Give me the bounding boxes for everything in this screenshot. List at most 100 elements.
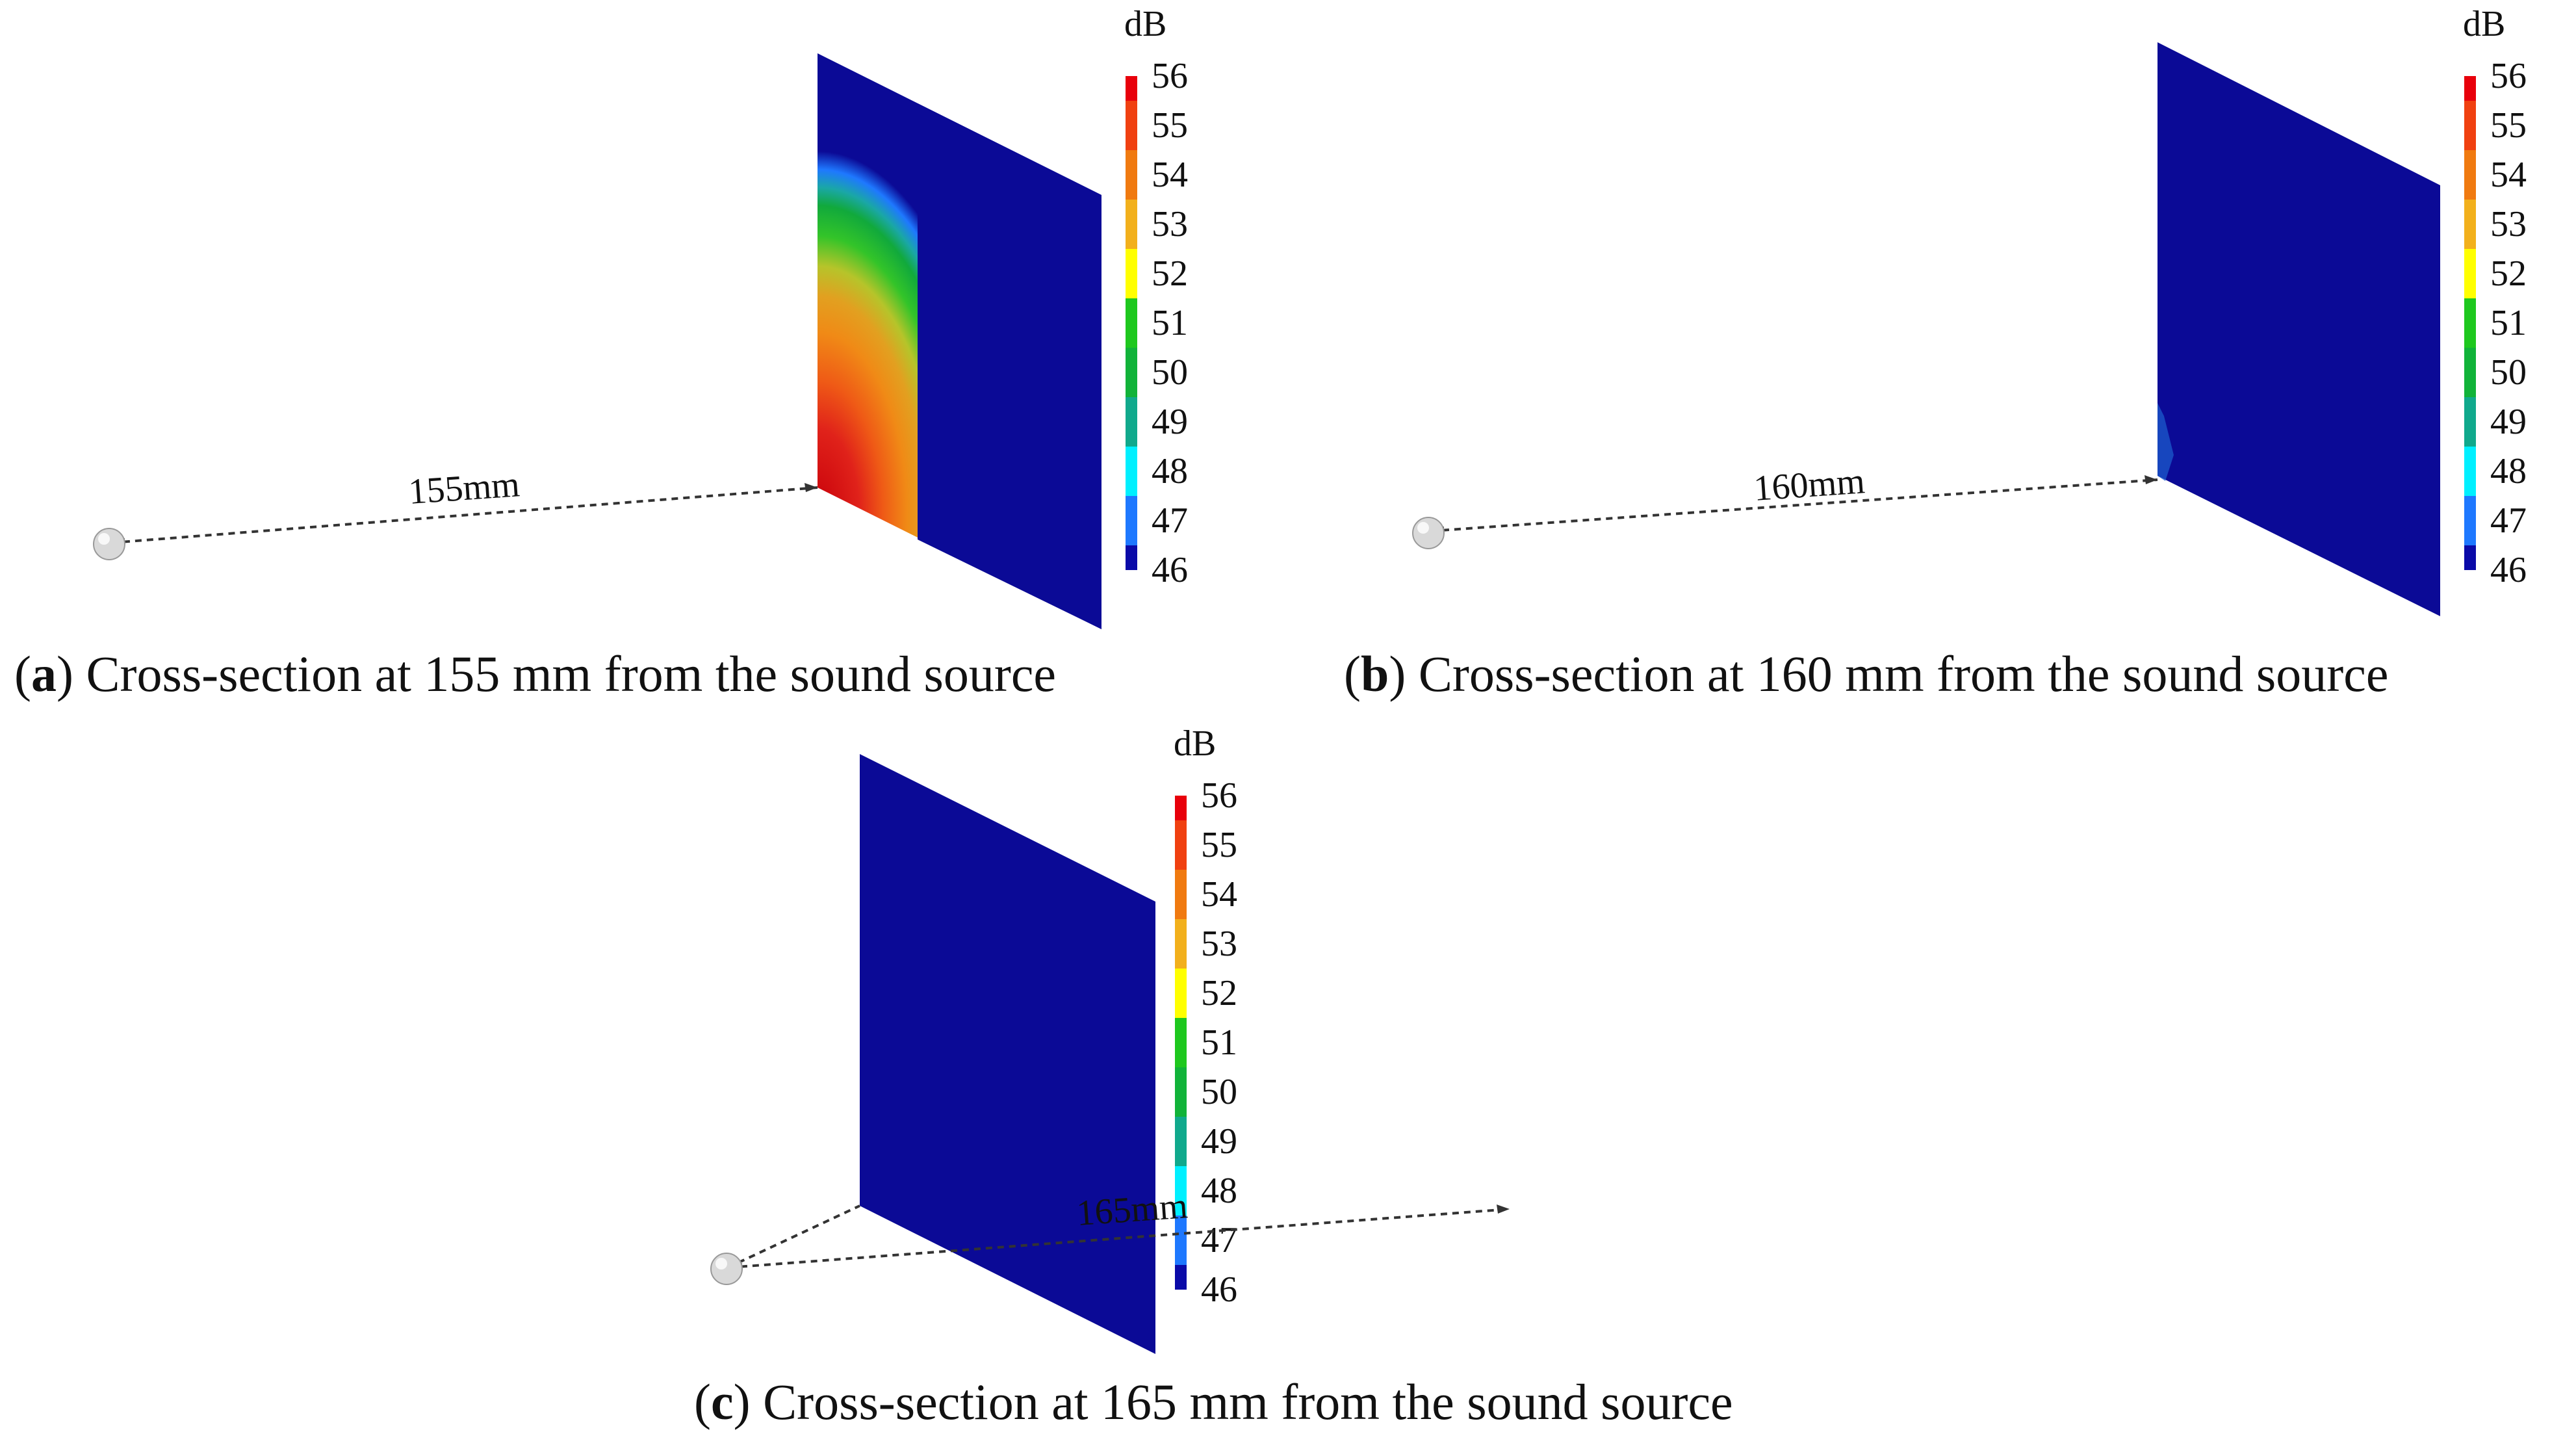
- cross-section-blue-region-a: [918, 103, 1101, 629]
- sphere-highlight-a: [98, 533, 110, 545]
- caption-letter-a: a: [31, 645, 57, 702]
- arrowhead-c2: [1497, 1204, 1510, 1214]
- colorbar-tick-label-c: 52: [1201, 973, 1237, 1013]
- distance-label-b: 160mm: [1753, 461, 1866, 509]
- sphere-highlight-b: [1417, 522, 1429, 534]
- distance-label-c: 165mm: [1075, 1186, 1189, 1234]
- cross-section-plane-c: [860, 754, 1155, 1354]
- colorbar-swatch-a: [1126, 545, 1137, 570]
- distance-line-a: [111, 486, 818, 544]
- cross-section-plane-b: [2157, 42, 2440, 616]
- colorbar-swatch-c: [1175, 919, 1187, 969]
- colorbar-swatch-a: [1126, 76, 1137, 101]
- caption-letter-c: c: [710, 1373, 734, 1430]
- colorbar-tick-label-b: 51: [2490, 303, 2527, 343]
- colorbar-unit-b: dB: [2463, 4, 2505, 44]
- panel-a: 155mm dB 56 55 54 53 52 51 50 49 48 47 46: [0, 0, 1287, 650]
- colorbar-tick-label-b: 50: [2490, 352, 2527, 393]
- colorbar-swatch-a: [1126, 298, 1137, 348]
- panel-b-figure: 160mm dB 56 55 54 53 52 51 50 49 48 47 46: [1412, 4, 2527, 616]
- colorbar-tick-label-c: 46: [1201, 1269, 1237, 1310]
- colorbar-tick-label-b: 54: [2490, 155, 2527, 195]
- distance-label-a: 155mm: [407, 464, 521, 512]
- cross-section-hint-b: [2157, 403, 2174, 481]
- distance-line-b: [1430, 478, 2158, 532]
- colorbar-swatch-b: [2464, 545, 2476, 570]
- colorbar-tick-label-c: 47: [1201, 1220, 1237, 1260]
- colorbar-swatch-c: [1175, 1117, 1187, 1166]
- colorbar-tick-label-c: 56: [1201, 775, 1237, 816]
- colorbar-swatch-b: [2464, 200, 2476, 249]
- caption-text-c: Cross-section at 165 mm from the sound s…: [750, 1373, 1733, 1430]
- caption-text-b: Cross-section at 160 mm from the sound s…: [1406, 645, 2389, 702]
- colorbar-c: dB 56 55 54 53 52 51 50 49 48 47 46: [1174, 723, 1237, 1310]
- caption-c: (c) Cross-section at 165 mm from the sou…: [694, 1373, 1733, 1430]
- colorbar-tick-label-c: 55: [1201, 825, 1237, 865]
- colorbar-tick-label-c: 49: [1201, 1121, 1237, 1162]
- colorbar-a: dB 56 55 54 53 52 51 50 49 48 47 46: [1124, 4, 1188, 590]
- colorbar-tick-label-a: 49: [1152, 402, 1188, 442]
- colorbar-tick-label-b: 46: [2490, 550, 2527, 590]
- colorbar-swatch-a: [1126, 496, 1137, 545]
- colorbar-swatch-a: [1126, 150, 1137, 200]
- panel-a-figure: 155mm dB 56 55 54 53 52 51 50 49 48 47 46: [93, 4, 1188, 629]
- colorbar-swatch-b: [2464, 76, 2476, 101]
- colorbar-swatch-a: [1126, 397, 1137, 447]
- colorbar-swatch-c: [1175, 1067, 1187, 1117]
- panel-b: 160mm dB 56 55 54 53 52 51 50 49 48 47 46: [1332, 0, 2576, 650]
- colorbar-tick-label-a: 55: [1152, 105, 1188, 146]
- colorbar-swatch-c: [1175, 969, 1187, 1018]
- colorbar-tick-label-a: 53: [1152, 204, 1188, 244]
- colorbar-tick-label-b: 47: [2490, 501, 2527, 541]
- colorbar-tick-label-a: 56: [1152, 56, 1188, 96]
- colorbar-swatch-c: [1175, 796, 1187, 820]
- colorbar-swatch-c: [1175, 1018, 1187, 1067]
- caption-text-a: Cross-section at 155 mm from the sound s…: [73, 645, 1057, 702]
- colorbar-tick-label-b: 48: [2490, 451, 2527, 491]
- colorbar-swatch-c: [1175, 870, 1187, 919]
- colorbar-tick-label-a: 54: [1152, 155, 1188, 195]
- colorbar-tick-label-c: 50: [1201, 1072, 1237, 1112]
- colorbar-swatch-c: [1175, 820, 1187, 870]
- colorbar-swatch-c: [1175, 1216, 1187, 1265]
- colorbar-swatch-b: [2464, 447, 2476, 496]
- colorbar-tick-label-b: 56: [2490, 56, 2527, 96]
- distance-line-c-dashed: [728, 1208, 1510, 1269]
- colorbar-tick-label-b: 52: [2490, 254, 2527, 294]
- colorbar-swatch-a: [1126, 101, 1137, 150]
- colorbar-tick-label-a: 47: [1152, 501, 1188, 541]
- caption-a: (a) Cross-section at 155 mm from the sou…: [14, 645, 1057, 702]
- panel-c-figure: dB 56 55 54 53 52 51 50 49 48 47 46: [727, 723, 1237, 1354]
- colorbar-swatch-b: [2464, 101, 2476, 150]
- colorbar-b: dB 56 55 54 53 52 51 50 49 48 47 46: [2463, 4, 2527, 590]
- colorbar-tick-label-a: 52: [1152, 254, 1188, 294]
- colorbar-swatch-a: [1126, 447, 1137, 496]
- colorbar-tick-label-c: 48: [1201, 1171, 1237, 1211]
- caption-letter-b: b: [1360, 645, 1389, 702]
- colorbar-tick-label-a: 46: [1152, 550, 1188, 590]
- colorbar-tick-label-a: 51: [1152, 303, 1188, 343]
- colorbar-swatch-c: [1175, 1166, 1187, 1216]
- colorbar-tick-label-a: 48: [1152, 451, 1188, 491]
- colorbar-swatch-b: [2464, 397, 2476, 447]
- colorbar-swatch-b: [2464, 249, 2476, 298]
- colorbar-unit-a: dB: [1124, 4, 1166, 44]
- distance-line-c: [727, 1204, 860, 1269]
- colorbar-swatch-a: [1126, 348, 1137, 397]
- caption-b: (b) Cross-section at 160 mm from the sou…: [1344, 645, 2389, 702]
- colorbar-tick-label-c: 51: [1201, 1022, 1237, 1063]
- colorbar-tick-label-a: 50: [1152, 352, 1188, 393]
- colorbar-unit-c: dB: [1174, 723, 1216, 764]
- colorbar-tick-label-c: 54: [1201, 874, 1237, 915]
- colorbar-swatch-b: [2464, 150, 2476, 200]
- colorbar-swatch-a: [1126, 249, 1137, 298]
- colorbar-swatch-c: [1175, 1265, 1187, 1290]
- sound-source-sphere-c: [710, 1253, 743, 1285]
- colorbar-swatch-b: [2464, 496, 2476, 545]
- arrowhead-a2: [805, 483, 818, 492]
- colorbar-swatch-b: [2464, 298, 2476, 348]
- colorbar-swatch-a: [1126, 200, 1137, 249]
- colorbar-swatch-b: [2464, 348, 2476, 397]
- colorbar-tick-label-b: 55: [2490, 105, 2527, 146]
